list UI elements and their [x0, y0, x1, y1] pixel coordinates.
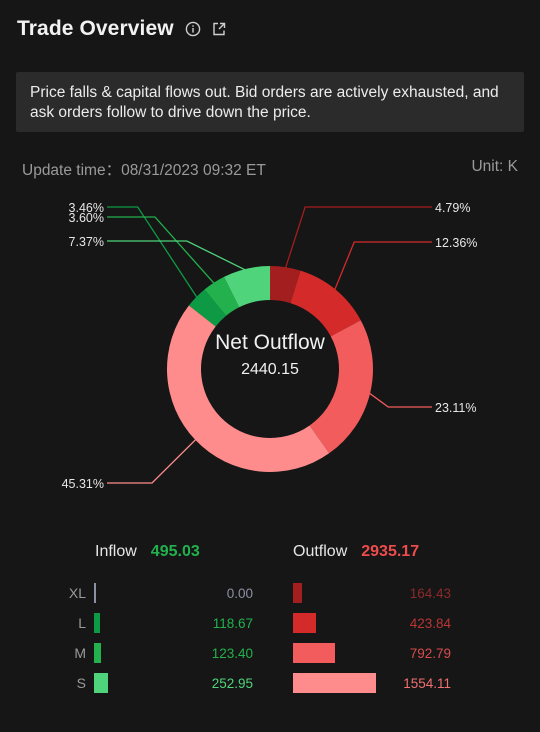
- outflow-s-slice: [166, 305, 330, 473]
- outflow-l-slice: [290, 270, 361, 337]
- inflow-header: Inflow 495.03: [95, 543, 200, 561]
- outflow-m-slice: [309, 320, 373, 454]
- outflow-total: 2935.17: [361, 543, 420, 560]
- order-size-label: M: [74, 645, 86, 661]
- outflow-bar: [293, 673, 376, 693]
- inflow-s-slice: [223, 266, 270, 308]
- order-size-label: S: [76, 675, 86, 691]
- inflow-m-percent-label: 3.60%: [69, 211, 104, 225]
- outflow-header: Outflow 2935.17: [293, 543, 419, 561]
- inflow-value: 123.40: [211, 646, 253, 661]
- order-size-label: XL: [68, 585, 86, 601]
- outflow-label: Outflow: [293, 543, 348, 560]
- info-icon[interactable]: [185, 21, 201, 37]
- outflow-value: 423.84: [409, 616, 451, 631]
- donut-center: Net Outflow 2440.15: [170, 330, 370, 379]
- trend-summary: Price falls & capital flows out. Bid ord…: [16, 72, 524, 132]
- inflow-l-leader-line: [107, 206, 199, 299]
- outflow-value: 1554.11: [403, 676, 451, 691]
- order-size-label: L: [78, 615, 86, 631]
- inflow-total: 495.03: [150, 543, 200, 560]
- inflow-value: 252.95: [211, 676, 253, 691]
- inflow-m-leader-line: [107, 216, 216, 285]
- inflow-bar: [94, 673, 108, 693]
- inflow-bar: [94, 583, 96, 603]
- outflow-bar: [293, 583, 302, 603]
- outflow-value: 164.43: [409, 586, 451, 601]
- unit-label: Unit: K: [471, 158, 518, 175]
- outflow-xl-percent-label: 4.79%: [435, 201, 470, 215]
- inflow-s-leader-line: [107, 240, 248, 272]
- outflow-xl-leader-line: [284, 206, 432, 270]
- inflow-l-slice: [188, 289, 227, 327]
- inflow-bar: [94, 613, 101, 633]
- outflow-bar: [293, 613, 316, 633]
- header: Trade Overview: [17, 14, 227, 44]
- share-icon[interactable]: [211, 21, 227, 37]
- outflow-s-percent-label: 45.31%: [62, 477, 104, 491]
- update-time: Update time：08/31/2023 09:32 ET: [22, 162, 266, 179]
- page-title: Trade Overview: [17, 17, 174, 40]
- outflow-m-percent-label: 23.11%: [435, 401, 476, 415]
- flow-row-m: M 123.40 792.79: [0, 643, 540, 665]
- outflow-value: 792.79: [409, 646, 451, 661]
- inflow-m-slice: [204, 276, 240, 316]
- inflow-bar: [94, 643, 101, 663]
- flow-row-xl: XL 0.00 164.43: [0, 583, 540, 605]
- outflow-s-leader-line: [107, 438, 198, 484]
- outflow-m-leader-line: [367, 391, 432, 408]
- flow-row-s: S 252.95 1554.11: [0, 673, 540, 695]
- net-flow-value: 2440.15: [241, 361, 299, 378]
- outflow-xl-slice: [270, 266, 301, 304]
- flow-row-l: L 118.67 423.84: [0, 613, 540, 635]
- outflow-bar: [293, 643, 336, 663]
- inflow-s-percent-label: 7.37%: [69, 235, 104, 249]
- inflow-value: 118.67: [212, 616, 253, 631]
- net-flow-label: Net Outflow: [215, 331, 325, 354]
- outflow-l-percent-label: 12.36%: [435, 236, 477, 250]
- capital-flow-donut-chart: 3.46%3.60% 7.37% 4.79% 12.36% 23.11% 45.31%: [62, 201, 478, 491]
- inflow-l-percent-label: 3.46%: [69, 201, 104, 215]
- outflow-l-leader-line: [333, 241, 432, 292]
- inflow-label: Inflow: [95, 543, 137, 560]
- inflow-value: 0.00: [226, 586, 253, 601]
